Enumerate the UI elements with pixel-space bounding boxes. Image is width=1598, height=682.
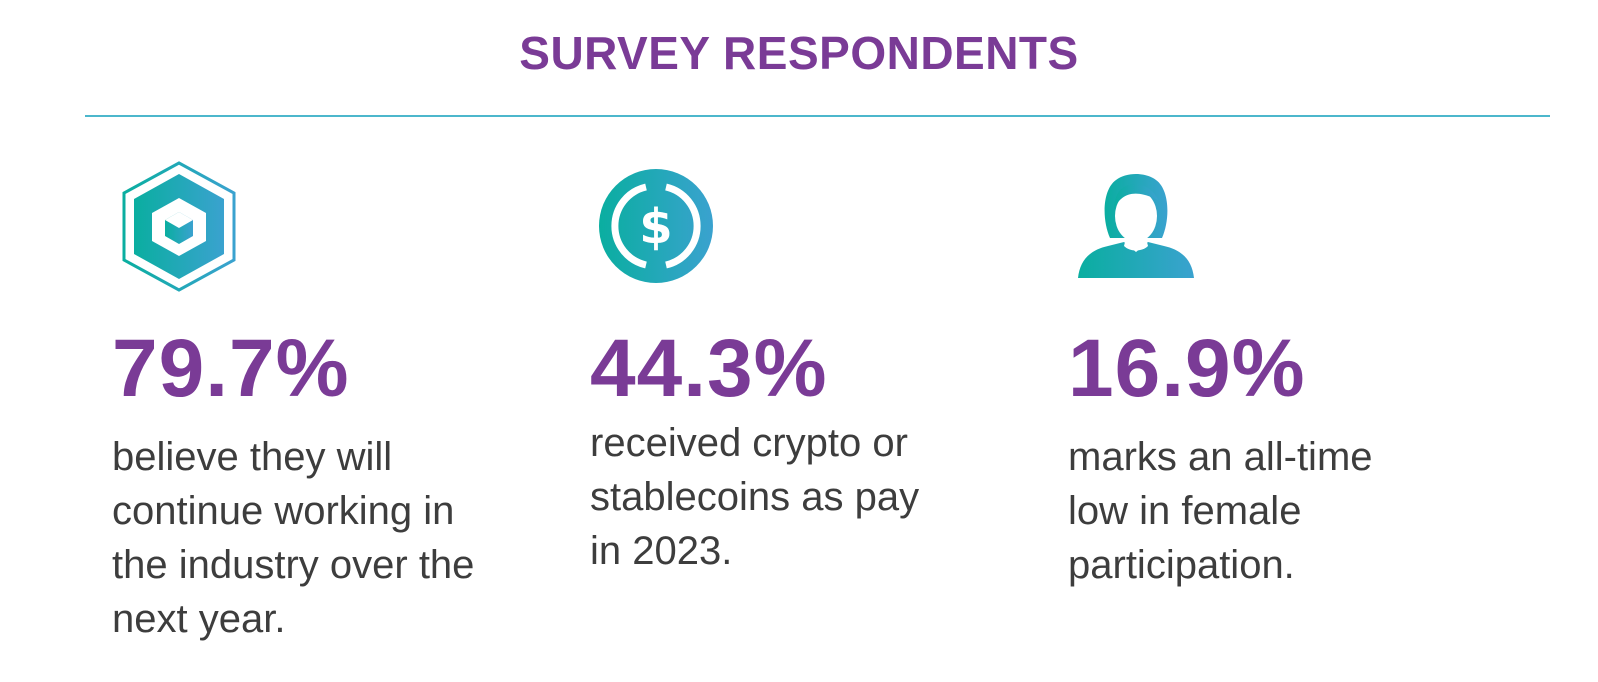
stat-value: 79.7% bbox=[112, 323, 350, 414]
stat-card-crypto-pay: $ 44.3% received crypto or stablecoins a… bbox=[590, 160, 1040, 578]
stat-description: believe they will continue working in th… bbox=[112, 435, 475, 641]
dollar-coin-icon: $ bbox=[590, 160, 720, 295]
hexagon-cube-icon bbox=[112, 160, 242, 295]
stat-value: 44.3% bbox=[590, 323, 828, 414]
stat-card-retention: 79.7% believe they will continue working… bbox=[112, 160, 562, 646]
title-divider bbox=[85, 115, 1550, 117]
stat-card-female-participation: 16.9% marks an all-time low in female pa… bbox=[1068, 160, 1518, 592]
stat-description: received crypto or stablecoins as pay in… bbox=[590, 421, 920, 573]
svg-text:$: $ bbox=[639, 199, 672, 255]
woman-avatar-icon bbox=[1068, 160, 1198, 295]
stat-description: marks an all-time low in female particip… bbox=[1068, 435, 1373, 587]
page-title: SURVEY RESPONDENTS bbox=[519, 27, 1079, 79]
stat-value: 16.9% bbox=[1068, 323, 1306, 414]
